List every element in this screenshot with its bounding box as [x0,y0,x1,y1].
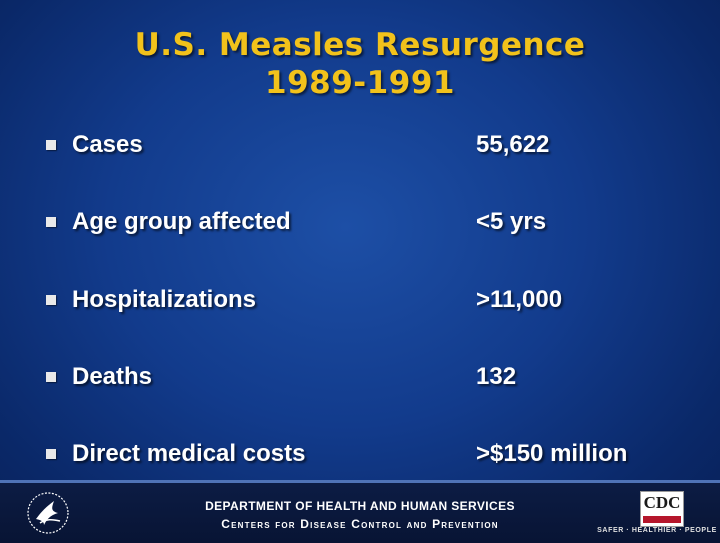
stat-label: Age group affected [72,208,291,235]
stat-value: <5 yrs [476,208,547,235]
cdc-full-name: Centers for Disease Control and Preventi… [221,517,499,531]
stat-label: Hospitalizations [72,286,257,313]
cdc-logo-text: CDC [643,493,681,512]
bullet-icon [46,140,56,150]
cdc-logo-band [643,516,681,523]
slide-title: U.S. Measles Resurgence 1989-1991 [0,26,720,102]
stat-value: >$150 million [476,440,628,467]
bullet-icon [46,217,56,227]
stat-value: >11,000 [476,286,563,313]
stats-list: Cases 55,622 Age group affected <5 yrs H… [0,128,720,477]
stat-value: 132 [476,363,517,390]
bullet-icon [46,449,56,459]
cdc-tagline: SAFER · HEALTHIER · PEOPLE [597,527,717,534]
stat-value: 55,622 [476,131,550,158]
cdc-logo-icon: CDC [640,491,684,527]
bullet-icon [46,372,56,382]
stat-row-deaths: Deaths 132 [0,360,720,400]
bullet-icon [46,295,56,305]
stat-label: Deaths [72,363,153,390]
stat-label: Direct medical costs [72,440,306,467]
stat-row-age-group: Age group affected <5 yrs [0,205,720,245]
hhs-eagle-logo-icon [27,492,69,534]
footer-bar: DEPARTMENT OF HEALTH AND HUMAN SERVICES … [0,480,720,543]
slide-title-line-2: 1989-1991 [265,65,455,101]
stat-row-cases: Cases 55,622 [0,128,720,168]
stat-label: Cases [72,131,143,158]
slide-title-line-1: U.S. Measles Resurgence [134,27,586,63]
department-name: DEPARTMENT OF HEALTH AND HUMAN SERVICES [205,499,515,513]
stat-row-medical-costs: Direct medical costs >$150 million [0,437,720,477]
stat-row-hospitalizations: Hospitalizations >11,000 [0,283,720,323]
